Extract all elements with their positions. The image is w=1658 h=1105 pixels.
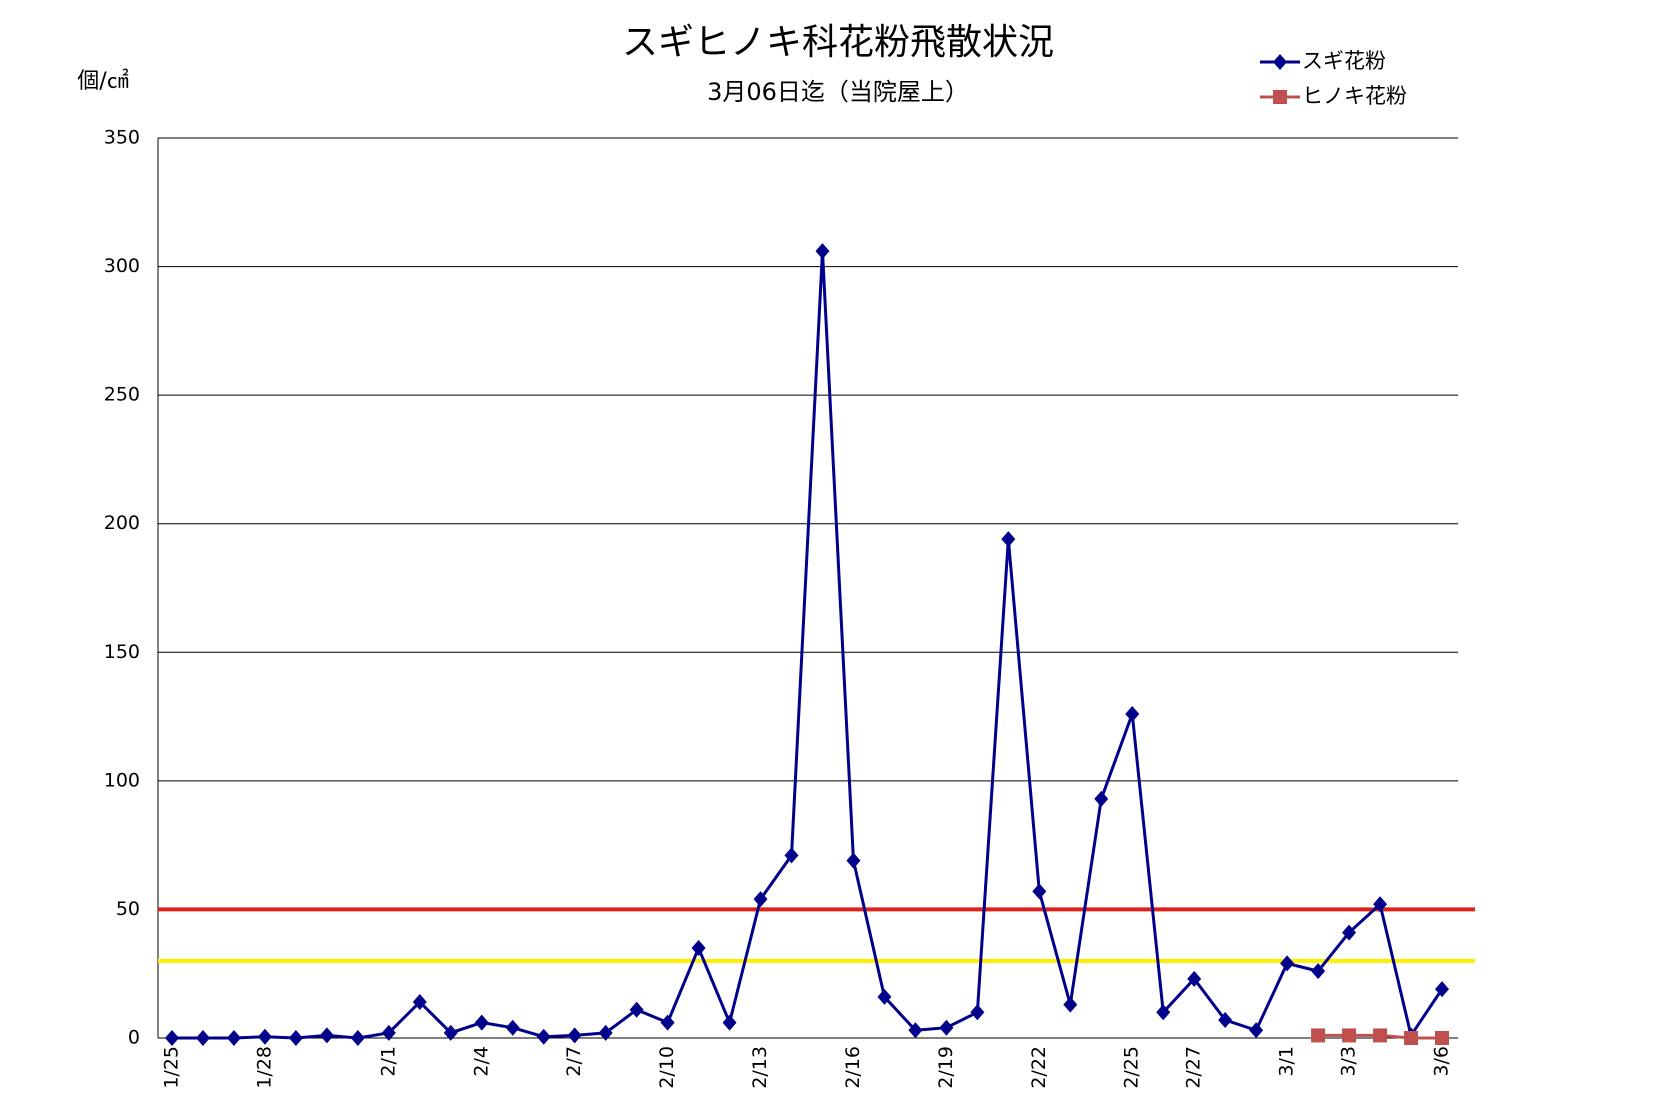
y-tick-label: 0 <box>128 1027 140 1049</box>
legend-label: ヒノキ花粉 <box>1302 84 1407 108</box>
y-tick-label: 300 <box>104 255 140 277</box>
marker <box>846 852 861 869</box>
y-tick-label: 350 <box>104 127 140 149</box>
y-tick-label: 50 <box>116 898 140 920</box>
x-tick-label: 2/7 <box>563 1046 585 1077</box>
x-tick-label: 3/1 <box>1276 1046 1298 1077</box>
marker <box>1187 970 1202 987</box>
marker <box>443 1024 458 1041</box>
chart-title: スギヒノキ科花粉飛散状況 <box>622 22 1054 63</box>
marker <box>1435 1031 1449 1045</box>
marker <box>1032 883 1047 900</box>
marker <box>1404 1031 1419 1045</box>
marker <box>1273 90 1287 104</box>
x-tick-label: 2/19 <box>935 1046 957 1089</box>
legend-label: スギ花粉 <box>1302 49 1386 73</box>
marker <box>257 1028 272 1045</box>
marker <box>1125 706 1140 722</box>
y-tick-label: 250 <box>104 384 140 406</box>
x-tick-label: 2/16 <box>842 1046 864 1089</box>
x-tick-label: 2/27 <box>1183 1046 1205 1089</box>
chart-subtitle: 3月06日迄（当院屋上） <box>707 78 969 106</box>
marker <box>1218 1012 1233 1028</box>
x-tick-label: 2/22 <box>1028 1046 1050 1089</box>
y-tick-label: 200 <box>104 512 140 534</box>
marker <box>1249 1022 1264 1039</box>
marker <box>195 1030 210 1046</box>
marker <box>1156 1004 1171 1021</box>
marker <box>753 891 768 908</box>
marker <box>536 1028 551 1045</box>
x-tick-label: 3/3 <box>1338 1046 1360 1077</box>
x-tick-label: 1/25 <box>161 1046 183 1089</box>
x-tick-label: 3/6 <box>1431 1046 1453 1077</box>
x-tick-label: 2/10 <box>656 1046 678 1089</box>
marker <box>877 988 892 1005</box>
marker <box>1342 924 1357 941</box>
marker <box>939 1019 954 1036</box>
marker <box>908 1022 923 1039</box>
marker <box>567 1027 582 1044</box>
x-tick-label: 2/1 <box>377 1046 399 1077</box>
marker <box>288 1030 303 1046</box>
marker <box>226 1030 241 1046</box>
marker <box>784 847 799 864</box>
y-axis-label: 個/㎠ <box>77 68 128 94</box>
y-tick-label: 100 <box>104 769 140 791</box>
marker <box>629 1001 644 1018</box>
marker <box>319 1027 334 1044</box>
x-tick-label: 2/13 <box>749 1046 771 1089</box>
marker <box>1280 955 1295 972</box>
marker <box>412 994 427 1010</box>
marker <box>1094 790 1109 807</box>
marker <box>1342 1028 1357 1043</box>
marker <box>1373 896 1388 913</box>
x-tick-label: 1/28 <box>253 1046 275 1089</box>
marker <box>1311 963 1326 980</box>
marker <box>1435 981 1449 998</box>
marker <box>598 1024 613 1041</box>
marker <box>1063 996 1078 1013</box>
marker <box>815 243 830 260</box>
marker <box>1373 1028 1388 1043</box>
series-line <box>172 251 1444 1040</box>
marker <box>722 1014 737 1031</box>
marker <box>381 1024 396 1041</box>
marker <box>505 1019 520 1036</box>
marker <box>165 1030 179 1046</box>
y-tick-label: 150 <box>104 641 140 663</box>
marker <box>660 1014 675 1031</box>
marker <box>350 1030 365 1046</box>
x-tick-label: 2/25 <box>1121 1046 1143 1089</box>
x-tick-label: 2/4 <box>470 1046 492 1077</box>
marker <box>1273 54 1287 70</box>
marker <box>691 940 706 956</box>
marker <box>970 1004 985 1021</box>
marker <box>1001 531 1016 548</box>
marker <box>474 1014 489 1031</box>
marker <box>1311 1028 1326 1043</box>
